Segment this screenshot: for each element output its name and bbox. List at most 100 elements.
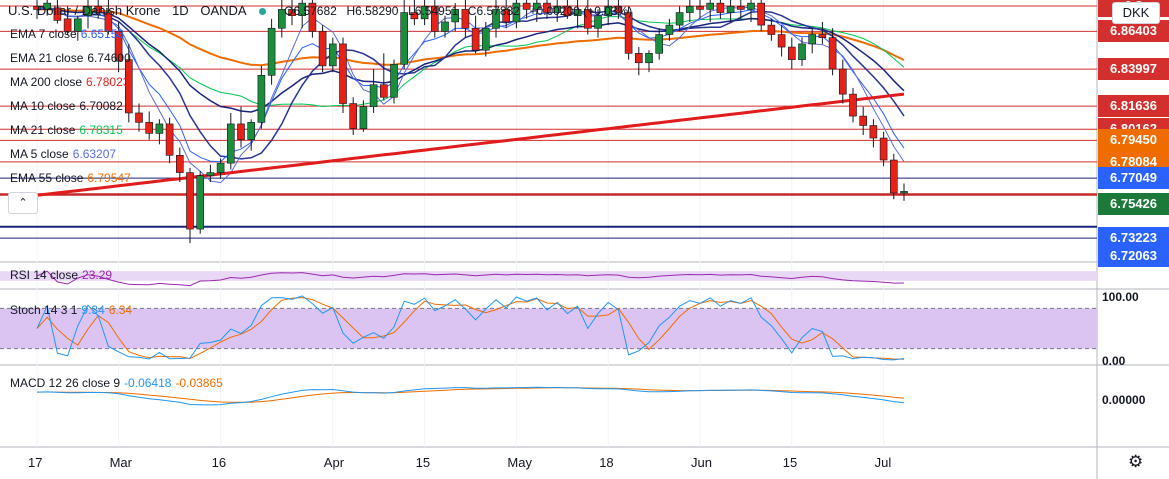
legend-ema21[interactable]: EMA 21 close 6.74600 [10, 51, 131, 65]
legend-ma5-name: MA 5 close [10, 147, 69, 161]
candle-body [502, 9, 511, 23]
ema55-line [36, 8, 905, 67]
macd-scale-0: 0.00000 [1102, 393, 1146, 407]
candle-body [665, 24, 674, 35]
candle-body [247, 122, 255, 140]
price-label: 6.79450 [1098, 129, 1169, 152]
candle-body [838, 68, 847, 95]
rsi-legend[interactable]: RSI 14 close 23.29 [10, 268, 112, 282]
macd-signal-value: -0.03865 [175, 376, 223, 390]
candle-body [471, 27, 480, 51]
candle-body [390, 64, 398, 98]
interval[interactable]: 1D [172, 3, 189, 18]
stoch-k-line [36, 295, 905, 361]
chart-header: U.S. Dollar / Danish Krone 1D OANDA O6.5… [8, 3, 632, 18]
time-axis-label: 15 [782, 455, 798, 470]
candle-body [869, 125, 878, 139]
candle-body [787, 46, 796, 60]
candle-body [114, 31, 123, 62]
price-label: 6.72063 [1098, 245, 1169, 268]
time-axis-label: 16 [211, 455, 227, 470]
legend-ema55[interactable]: EMA 55 close 6.79547 [10, 171, 131, 185]
collapse-legend-button[interactable]: ⌃ [8, 192, 38, 214]
candle-body [849, 93, 857, 117]
candle-body [818, 34, 827, 38]
price-label: 6.81636 [1098, 95, 1169, 118]
stoch-legend[interactable]: Stoch 14 3 1 9.34 6.34 [10, 303, 132, 317]
candle-body [808, 34, 817, 45]
price-label: 6.86403 [1098, 20, 1169, 43]
candle-body [645, 53, 653, 64]
candle-body [104, 12, 113, 32]
candle-body [227, 123, 235, 164]
candle-body [685, 5, 694, 13]
candle-body [481, 27, 490, 51]
candle-body [777, 34, 786, 48]
legend-ema21-name: EMA 21 close [10, 51, 84, 65]
legend-ema7-value: 6.65153 [80, 27, 125, 41]
candle-body [74, 18, 82, 32]
symbol-title[interactable]: U.S. Dollar / Danish Krone [8, 3, 161, 18]
candle-body [441, 21, 449, 32]
currency-badge[interactable]: DKK [1112, 2, 1160, 24]
candle-body [288, 9, 296, 16]
candle-body [369, 84, 378, 107]
candle-body [84, 5, 92, 16]
legend-ma200-value: 6.78023 [86, 75, 130, 89]
candle-body [624, 12, 633, 54]
legend-ma200[interactable]: MA 200 close 6.78023 [10, 75, 129, 89]
legend-ema7[interactable]: EMA 7 close 6.65153 [10, 27, 124, 41]
candle-body [349, 103, 358, 129]
data-source: OANDA [200, 3, 246, 18]
price-label: 6.77049 [1098, 167, 1169, 190]
legend-ma10-name: MA 10 close [10, 99, 76, 113]
candle-body [859, 115, 868, 126]
candle-body [94, 5, 102, 13]
legend-ma21-name: MA 21 close [10, 123, 76, 137]
legend-ma21[interactable]: MA 21 close 6.78315 [10, 123, 123, 137]
stoch-scale-100: 100.00 [1102, 290, 1139, 304]
ohlc-close: C6.57882 [467, 4, 520, 18]
candle-body [553, 5, 562, 13]
ohlc-low: L6.54951 [408, 4, 459, 18]
candle-body [400, 12, 409, 65]
gear-icon[interactable]: ⚙ [1128, 452, 1144, 471]
legend-ema21-value: 6.74600 [87, 51, 131, 65]
candle-body [318, 31, 327, 67]
ohlc-open: O6.57682 [284, 4, 337, 18]
ohlc-high: H6.58290 [346, 4, 399, 18]
candle-body [532, 2, 541, 10]
legend-ma5[interactable]: MA 5 close 6.63207 [10, 147, 116, 161]
candle-body [757, 2, 766, 26]
candle-body [706, 2, 715, 10]
candle-body [298, 2, 307, 16]
candle-body [543, 2, 551, 13]
macd-line [36, 386, 905, 406]
time-axis-label: Apr [323, 455, 345, 470]
candle-body [196, 175, 204, 230]
stoch-name: Stoch 14 3 1 [10, 303, 78, 317]
ma200-line [36, 92, 905, 197]
legend-ema55-name: EMA 55 close [10, 171, 84, 185]
candle-body [889, 159, 898, 194]
macd-legend[interactable]: MACD 12 26 close 9 -0.06418 -0.03865 [10, 376, 223, 390]
candle-body [165, 123, 174, 156]
candle-body [257, 75, 266, 123]
market-status-dot [259, 7, 267, 15]
rsi-value: 23.29 [82, 268, 113, 282]
candle-body [430, 5, 439, 32]
candle-body [410, 12, 419, 20]
candle-body [63, 18, 72, 32]
candle-body [634, 53, 643, 64]
stoch-k-value: 9.34 [81, 303, 105, 317]
candle-body [594, 15, 602, 29]
candle-body [125, 59, 133, 114]
candle-body [696, 5, 704, 10]
rsi-band [0, 271, 1097, 281]
candle-body [267, 27, 276, 76]
legend-ma10[interactable]: MA 10 close 6.70082 [10, 99, 123, 113]
candle-body [604, 5, 613, 16]
stoch-d-line [36, 297, 905, 360]
candle-body [308, 2, 317, 32]
